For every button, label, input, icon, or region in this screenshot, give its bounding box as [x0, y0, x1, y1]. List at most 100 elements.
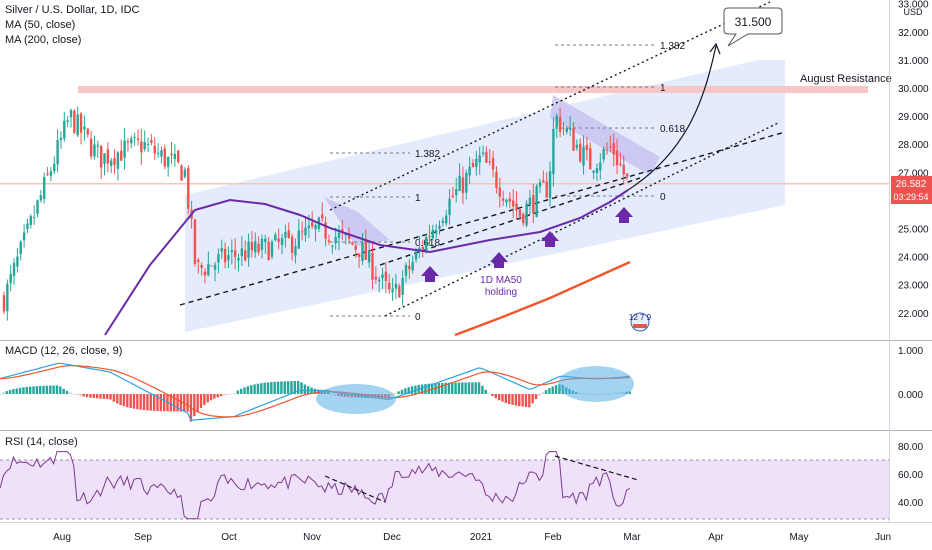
candle-body	[213, 264, 217, 270]
macd-bar	[136, 394, 139, 410]
candle-body	[280, 238, 284, 246]
event-badge-label: 12 7 9	[629, 313, 652, 322]
macd-bar	[246, 386, 250, 394]
macd-bar	[75, 394, 79, 395]
macd-bar	[541, 392, 544, 394]
candle-body	[53, 163, 56, 172]
candle-body	[491, 157, 495, 170]
candle-body	[277, 238, 280, 242]
macd-bar	[85, 394, 89, 398]
candle-body	[438, 225, 441, 229]
macd-bar	[176, 394, 179, 412]
macd-bar	[286, 381, 290, 394]
macd-bar	[531, 394, 534, 404]
candle-body	[130, 138, 133, 144]
legend-rsi: RSI (14, close)	[5, 435, 78, 450]
candle-body	[351, 242, 354, 245]
current-price-value: 26.582	[896, 179, 927, 190]
candle-body	[528, 197, 532, 206]
macd-bar	[179, 394, 183, 412]
candle-body	[113, 158, 116, 165]
price-tick: 25.000	[898, 225, 929, 236]
up-arrow-icon	[615, 207, 633, 223]
macd-highlight-1	[316, 384, 396, 414]
legend-ma50[interactable]: MA (50, close)	[5, 19, 76, 31]
macd-bar	[427, 383, 430, 394]
trendline[interactable]	[329, 1, 771, 211]
candle-body	[498, 187, 501, 197]
candle-body	[455, 189, 458, 195]
time-tick: Mar	[623, 532, 641, 543]
rsi-tick-40: 40.00	[898, 498, 923, 509]
macd-bar	[444, 382, 447, 394]
candle-body	[153, 145, 156, 154]
candle-body	[220, 247, 223, 252]
macd-title[interactable]: MACD (12, 26, close, 9)	[5, 345, 123, 357]
candle-body	[364, 239, 367, 260]
current-price-line	[0, 183, 890, 185]
candle-body	[46, 173, 49, 175]
candle-body	[542, 180, 545, 183]
candle-body	[552, 128, 555, 175]
macd-bar	[250, 385, 253, 394]
candle-body	[180, 165, 183, 181]
trendline[interactable]	[179, 131, 786, 306]
rsi-band	[0, 460, 889, 519]
symbol-title[interactable]: Silver / U.S. Dollar, 1D, IDC	[5, 4, 140, 16]
ma50-line	[104, 189, 629, 336]
candle-body	[304, 227, 307, 236]
macd-bar	[2, 392, 5, 394]
macd-bar	[477, 382, 481, 394]
candle-body	[538, 182, 542, 187]
candle-body	[424, 237, 428, 253]
rsi-divergence-2	[554, 455, 639, 481]
macd-bar	[628, 391, 631, 394]
candle-body	[76, 114, 79, 136]
macd-bar	[146, 394, 149, 411]
trendline[interactable]	[384, 121, 781, 317]
candle-body	[585, 145, 589, 150]
candle-body	[602, 148, 605, 160]
rsi-title[interactable]: RSI (14, close)	[5, 436, 78, 448]
candle-body	[572, 128, 575, 151]
candle-body	[177, 150, 180, 163]
candle-body	[244, 250, 247, 261]
candle-body	[341, 228, 344, 233]
legend-main: Silver / U.S. Dollar, 1D, IDC MA (50, cl…	[5, 3, 139, 48]
candle-body	[615, 150, 619, 166]
macd-bar	[8, 390, 12, 394]
macd-bar	[199, 394, 203, 408]
candle-body	[123, 140, 126, 158]
macd-bar	[551, 386, 554, 394]
flag-fill-2	[550, 95, 660, 175]
time-axis[interactable]: Aug Sep Oct Nov Dec 2021 Feb Mar Apr May Jun	[53, 532, 891, 543]
candle-body	[371, 252, 374, 280]
candle-body	[284, 232, 287, 238]
candle-body	[428, 235, 431, 238]
price-axis[interactable]: 33.000 32.000 31.000 30.000 29.000 28.000 27.0…	[898, 0, 929, 320]
candle-body	[378, 279, 381, 282]
macd-bar	[504, 394, 508, 404]
candle-body	[465, 172, 468, 193]
candle-body	[9, 273, 12, 284]
candle-body	[136, 138, 140, 140]
macd-bar	[554, 385, 558, 394]
candle-body	[106, 149, 110, 164]
legend-ma200[interactable]: MA (200, close)	[5, 34, 82, 46]
candle-body	[93, 144, 96, 157]
candle-body	[612, 142, 615, 155]
macd-bar	[233, 393, 236, 395]
candle-body	[411, 261, 414, 271]
macd-bar	[487, 393, 491, 395]
macd-bar	[12, 389, 15, 394]
macd-bar	[149, 394, 152, 411]
macd-bar	[397, 391, 400, 394]
macd-bar	[276, 381, 280, 394]
candle-body	[625, 173, 629, 177]
macd-bar	[260, 383, 263, 394]
macd-bar	[474, 382, 477, 394]
candle-body	[63, 120, 66, 139]
time-tick: Dec	[383, 532, 401, 543]
candle-body	[441, 220, 445, 223]
